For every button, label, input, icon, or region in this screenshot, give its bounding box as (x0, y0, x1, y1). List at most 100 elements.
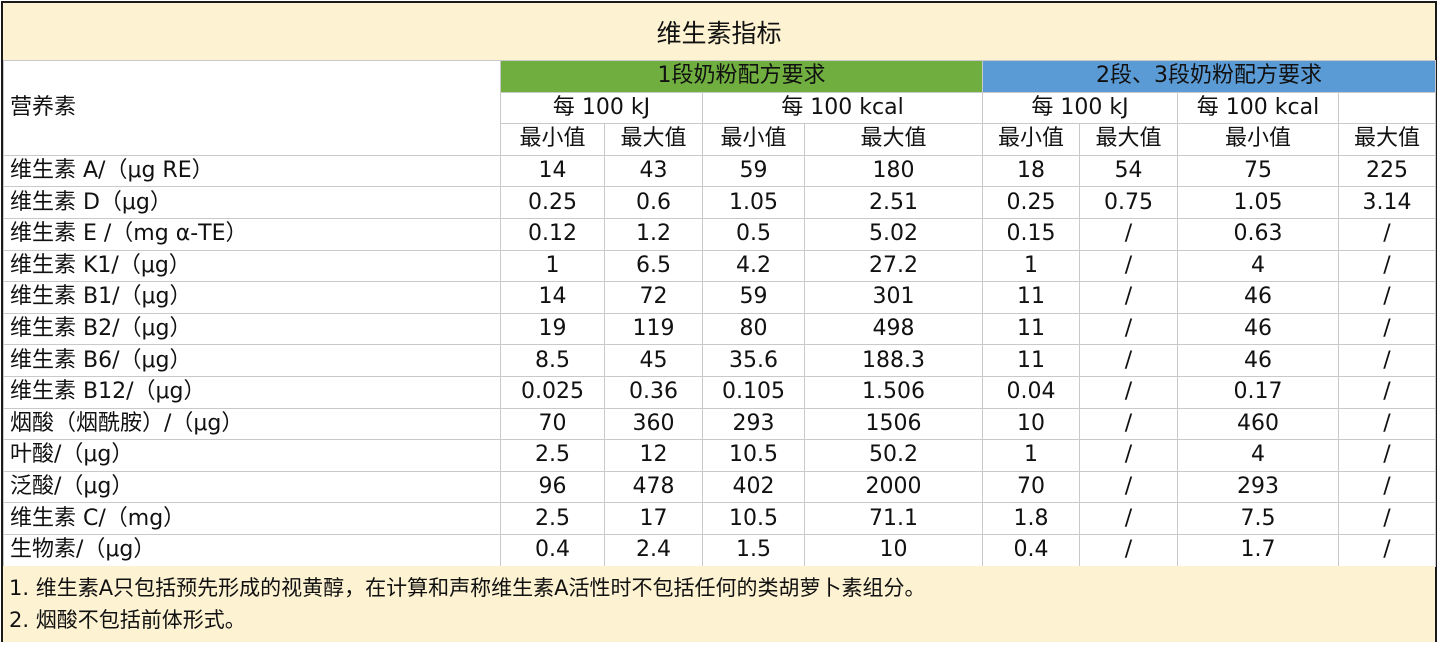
value-cell: 478 (604, 470, 703, 504)
value-cell: 46 (1177, 281, 1339, 314)
nutrient-name: 维生素 A/（μg RE） (3, 154, 501, 188)
min-header: 最小值 (1177, 123, 1339, 156)
g1-per-kcal-header: 每 100 kcal (702, 91, 983, 125)
table-row: 维生素 K1/（μg） 1 6.5 4.2 27.2 1/4/ (3, 249, 1436, 283)
value-cell: 2000 (804, 470, 983, 504)
value-cell: 59 (702, 281, 805, 314)
value-cell: 1.2 (604, 217, 703, 251)
value-cell: 71.1 (804, 502, 983, 535)
max-header: 最大值 (804, 123, 983, 156)
nutrient-name: 维生素 B2/（μg） (3, 312, 501, 346)
value-cell: 45 (604, 344, 703, 377)
nutrient-name: 维生素 C/（mg） (3, 502, 501, 535)
table-row: 烟酸（烟酰胺）/（μg） 70 360 293 1506 10/460/ (3, 407, 1436, 441)
value-cell: 43 (604, 154, 703, 188)
value-cell: 14 (500, 281, 605, 314)
g2-empty-header (1338, 91, 1436, 125)
value-cell: / (1079, 533, 1178, 567)
value-cell: 7.5 (1177, 502, 1339, 535)
value-cell: 119 (604, 312, 703, 346)
nutrient-name: 泛酸/（μg） (3, 470, 501, 504)
nutrient-name: 叶酸/（μg） (3, 439, 501, 472)
value-cell: 2.5 (500, 439, 605, 472)
group1-header: 1段奶粉配方要求 (500, 60, 983, 93)
value-cell: 1.8 (982, 502, 1080, 535)
nutrient-name: 维生素 B12/（μg） (3, 375, 501, 409)
value-cell: / (1338, 249, 1436, 283)
value-cell: / (1338, 375, 1436, 409)
value-cell: / (1079, 439, 1178, 472)
value-cell: / (1079, 312, 1178, 346)
value-cell: / (1079, 344, 1178, 377)
value-cell: 12 (604, 439, 703, 472)
value-cell: 4 (1177, 439, 1339, 472)
value-cell: 188.3 (804, 344, 983, 377)
value-cell: 10 (804, 533, 983, 567)
value-cell: 11 (982, 281, 1080, 314)
value-cell: 27.2 (804, 249, 983, 283)
value-cell: / (1338, 281, 1436, 314)
value-cell: 72 (604, 281, 703, 314)
value-cell: 0.25 (982, 186, 1080, 219)
table-row: 维生素 B2/（μg） 19 119 80 498 11/46/ (3, 312, 1436, 346)
value-cell: 4 (1177, 249, 1339, 283)
value-cell: 1.7 (1177, 533, 1339, 567)
table-title: 维生素指标 (3, 3, 1435, 60)
value-cell: 1 (982, 439, 1080, 472)
value-cell: 460 (1177, 407, 1339, 441)
value-cell: / (1338, 470, 1436, 504)
value-cell: 1 (982, 249, 1080, 283)
nutrient-name: 维生素 E /（mg α-TE） (3, 217, 501, 251)
value-cell: 0.12 (500, 217, 605, 251)
value-cell: 0.025 (500, 375, 605, 409)
value-cell: 6.5 (604, 249, 703, 283)
value-cell: 10.5 (702, 439, 805, 472)
value-cell: 70 (982, 470, 1080, 504)
g2-per-kj-header: 每 100 kJ (982, 91, 1178, 125)
value-cell: 498 (804, 312, 983, 346)
value-cell: 0.4 (982, 533, 1080, 567)
value-cell: 0.15 (982, 217, 1080, 251)
value-cell: 402 (702, 470, 805, 504)
nutrient-header: 营养素 (3, 60, 501, 156)
table-row: 维生素 B12/（μg） 0.025 0.36 0.105 1.506 0.04/0.17… (3, 375, 1436, 409)
value-cell: 35.6 (702, 344, 805, 377)
value-cell: 46 (1177, 344, 1339, 377)
value-cell: 10 (982, 407, 1080, 441)
value-cell: 18 (982, 154, 1080, 188)
value-cell: 1 (500, 249, 605, 283)
value-cell: 1.506 (804, 375, 983, 409)
value-cell: 96 (500, 470, 605, 504)
value-cell: 0.6 (604, 186, 703, 219)
value-cell: 0.105 (702, 375, 805, 409)
table-row: 维生素 C/（mg） 2.5 17 10.5 71.1 1.8/7.5/ (3, 502, 1436, 535)
value-cell: / (1079, 407, 1178, 441)
max-header: 最大值 (1338, 123, 1436, 156)
value-cell: 70 (500, 407, 605, 441)
value-cell: / (1338, 312, 1436, 346)
value-cell: 2.4 (604, 533, 703, 567)
value-cell: 1506 (804, 407, 983, 441)
value-cell: 14 (500, 154, 605, 188)
value-cell: / (1338, 439, 1436, 472)
table-row: 维生素 A/（μg RE） 14 43 59 180 18 54 75 225 (3, 154, 1436, 188)
value-cell: / (1338, 217, 1436, 251)
value-cell: 11 (982, 344, 1080, 377)
note-2: 2. 烟酸不包括前体形式。 (9, 608, 246, 632)
table-row: 维生素 D（μg） 0.25 0.6 1.05 2.51 0.25 0.75 1.05 3.14 (3, 186, 1436, 219)
note-1: 1. 维生素A只包括预先形成的视黄醇，在计算和声称维生素A活性时不包括任何的类胡… (9, 576, 926, 600)
value-cell: 19 (500, 312, 605, 346)
value-cell: 3.14 (1338, 186, 1436, 219)
value-cell: 1.05 (702, 186, 805, 219)
nutrient-name: 维生素 B1/（μg） (3, 281, 501, 314)
notes-section: 1. 维生素A只包括预先形成的视黄醇，在计算和声称维生素A活性时不包括任何的类胡… (3, 566, 1435, 642)
group2-header: 2段、3段奶粉配方要求 (982, 60, 1436, 93)
vitamin-table: 营养素 1段奶粉配方要求 2段、3段奶粉配方要求 每 100 kJ 每 100 … (3, 60, 1436, 567)
value-cell: 5.02 (804, 217, 983, 251)
value-cell: 0.75 (1079, 186, 1178, 219)
table-row: 维生素 B6/（μg） 8.5 45 35.6 188.3 11/46/ (3, 344, 1436, 377)
value-cell: 0.5 (702, 217, 805, 251)
value-cell: 54 (1079, 154, 1178, 188)
value-cell: 2.51 (804, 186, 983, 219)
value-cell: / (1079, 281, 1178, 314)
